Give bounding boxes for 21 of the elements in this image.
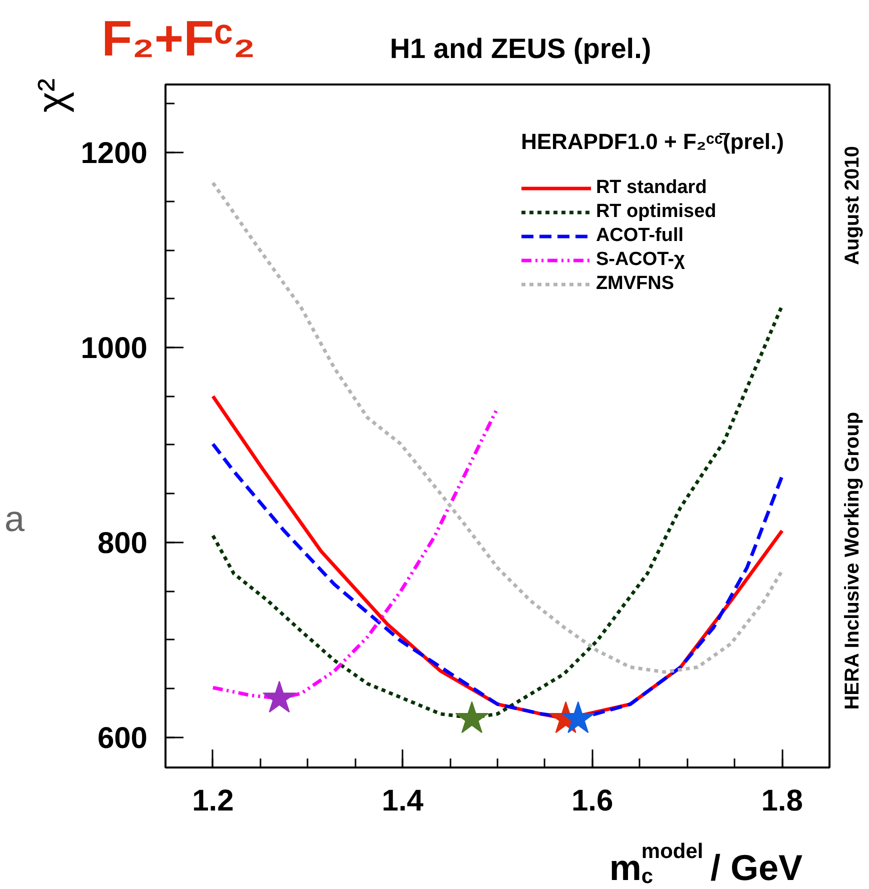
x-tick-label: 1.2 [192,784,234,818]
x-tick-label: 1.4 [382,784,424,818]
y-tick-label: 600 [97,722,148,755]
y-tick-label: 1000 [80,332,148,366]
legend-label: RT standard [596,177,707,199]
chart-title: H1 and ZEUS (prel.) [390,33,652,64]
text: F₂+Fᶜ₂ [102,10,256,66]
line-series [211,181,784,674]
legend-label: ACOT-full [596,225,684,247]
legend-title: HERAPDF1.0 + F₂ᶜᶜ̄(prel.) [520,129,784,155]
text: HERA Inclusive Working Group [842,412,864,710]
x-tick-label: 1.6 [572,784,614,818]
y-axis-title: χ² [30,78,74,113]
y-tick-label: 1200 [80,137,148,170]
legend-label: RT optimised [596,201,716,223]
legend-label: ZMVFNS [596,273,674,295]
text: a [4,498,26,539]
y-tick-label: 800 [97,526,148,560]
legend-label: S-ACOT-χ [596,249,685,271]
text: August 2010 [842,146,864,265]
x-tick-label: 1.8 [761,784,803,818]
